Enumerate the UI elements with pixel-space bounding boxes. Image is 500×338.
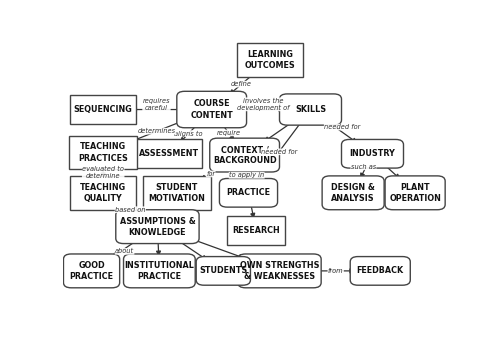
FancyBboxPatch shape (177, 91, 246, 128)
FancyBboxPatch shape (70, 176, 136, 210)
FancyBboxPatch shape (237, 43, 303, 77)
Text: FEEDBACK: FEEDBACK (356, 266, 404, 275)
Text: SKILLS: SKILLS (295, 105, 326, 114)
Text: PLANT
OPERATION: PLANT OPERATION (389, 183, 441, 203)
FancyBboxPatch shape (70, 136, 137, 169)
Text: needed for: needed for (261, 149, 297, 155)
FancyBboxPatch shape (238, 254, 321, 288)
FancyBboxPatch shape (210, 138, 280, 172)
Text: ASSUMPTIONS &
KNOWLEDGE: ASSUMPTIONS & KNOWLEDGE (120, 217, 196, 237)
Text: LEARNING
OUTCOMES: LEARNING OUTCOMES (244, 50, 295, 70)
Text: PRACTICE: PRACTICE (226, 188, 270, 197)
Text: needed for: needed for (324, 124, 360, 130)
Text: define: define (231, 81, 252, 87)
FancyBboxPatch shape (322, 176, 384, 210)
Text: to apply in: to apply in (229, 172, 264, 178)
FancyBboxPatch shape (342, 140, 404, 168)
FancyBboxPatch shape (116, 210, 199, 244)
Text: COURSE
CONTENT: COURSE CONTENT (190, 99, 233, 120)
FancyBboxPatch shape (220, 178, 278, 207)
FancyBboxPatch shape (350, 257, 410, 285)
Text: TEACHING
PRACTICES: TEACHING PRACTICES (78, 142, 128, 163)
Text: involves the
development of: involves the development of (237, 98, 290, 111)
Text: RESEARCH: RESEARCH (232, 226, 280, 235)
Text: INDUSTRY: INDUSTRY (350, 149, 396, 158)
Text: SEQUENCING: SEQUENCING (74, 105, 132, 114)
FancyBboxPatch shape (124, 254, 195, 288)
FancyBboxPatch shape (280, 94, 342, 125)
FancyBboxPatch shape (64, 254, 120, 288)
Text: ASSESSMENT: ASSESSMENT (139, 149, 199, 158)
Text: evaluated to
determine: evaluated to determine (82, 166, 124, 179)
FancyBboxPatch shape (227, 216, 286, 245)
Text: CONTEXT /
BACKGROUND: CONTEXT / BACKGROUND (213, 145, 276, 165)
Text: requires
careful: requires careful (142, 98, 171, 111)
Text: STUDENT
MOTIVATION: STUDENT MOTIVATION (148, 183, 206, 203)
Text: from: from (328, 268, 344, 274)
Text: DESIGN &
ANALYSIS: DESIGN & ANALYSIS (331, 183, 375, 203)
FancyBboxPatch shape (385, 176, 445, 210)
FancyBboxPatch shape (196, 257, 250, 285)
Text: OWN STRENGTHS
& WEAKNESSES: OWN STRENGTHS & WEAKNESSES (240, 261, 320, 281)
Text: such as: such as (351, 164, 376, 170)
Text: require: require (216, 130, 240, 136)
Text: about: about (115, 248, 134, 255)
Text: aligns to: aligns to (174, 130, 203, 137)
FancyBboxPatch shape (70, 95, 136, 124)
FancyBboxPatch shape (136, 140, 202, 168)
Text: determines: determines (138, 128, 176, 134)
Text: TEACHING
QUALITY: TEACHING QUALITY (80, 183, 126, 203)
FancyBboxPatch shape (143, 176, 210, 210)
Text: INSTITUTIONAL
PRACTICE: INSTITUTIONAL PRACTICE (124, 261, 194, 281)
Text: GOOD
PRACTICE: GOOD PRACTICE (70, 261, 114, 281)
Text: for: for (206, 171, 216, 177)
Text: based on: based on (115, 207, 146, 213)
Text: STUDENTS: STUDENTS (199, 266, 248, 275)
